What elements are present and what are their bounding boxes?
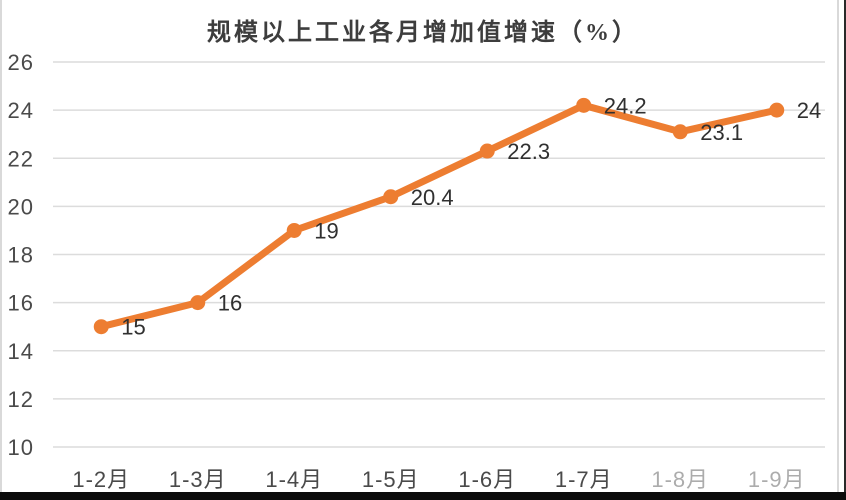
- chart-border-left: [0, 0, 2, 492]
- x-axis-category-label: 1-7月: [555, 467, 613, 492]
- data-series-line: [97, 101, 781, 331]
- data-point-marker: [190, 295, 206, 311]
- data-point-label: 24.2: [604, 93, 647, 118]
- data-point-marker: [769, 102, 785, 118]
- y-axis-tick-label: 10: [8, 435, 34, 460]
- x-axis-category-label: 1-8月: [651, 467, 709, 492]
- data-point-marker: [93, 319, 109, 335]
- image-right-edge: [844, 0, 846, 500]
- data-point-label: 19: [314, 218, 338, 243]
- chart-title: 规模以上工业各月增加值增速（%）: [207, 20, 639, 46]
- data-point-label: 16: [218, 291, 242, 316]
- data-point-marker: [672, 124, 688, 140]
- data-point-marker: [383, 189, 399, 205]
- data-point-label: 20.4: [411, 185, 454, 210]
- x-axis-category-label: 1-3月: [169, 467, 227, 492]
- data-point-label: 22.3: [507, 139, 550, 164]
- x-axis-category-label: 1-2月: [72, 467, 130, 492]
- data-point-marker: [286, 222, 302, 238]
- y-axis-tick-label: 16: [8, 291, 34, 316]
- data-point-label: 24: [797, 98, 821, 123]
- data-point-label: 15: [121, 315, 145, 340]
- y-axis-tick-label: 12: [8, 387, 34, 412]
- y-axis-tick-label: 26: [8, 50, 34, 75]
- x-axis-category-label: 1-5月: [362, 467, 420, 492]
- y-axis-tick-label: 22: [8, 146, 34, 171]
- x-axis-category-label: 1-9月: [748, 467, 806, 492]
- data-point-label: 23.1: [700, 120, 743, 145]
- x-axis-category-label: 1-4月: [265, 467, 323, 492]
- y-axis-tick-label: 18: [8, 243, 34, 268]
- data-point-marker: [479, 143, 495, 159]
- x-axis-category-label: 1-6月: [458, 467, 516, 492]
- y-axis-tick-label: 20: [8, 194, 34, 219]
- chart-border-right: [837, 0, 839, 492]
- y-axis-tick-label: 24: [8, 98, 34, 123]
- bottom-black-bar: [0, 492, 846, 500]
- data-point-marker: [576, 97, 592, 113]
- y-axis-tick-label: 14: [8, 339, 34, 364]
